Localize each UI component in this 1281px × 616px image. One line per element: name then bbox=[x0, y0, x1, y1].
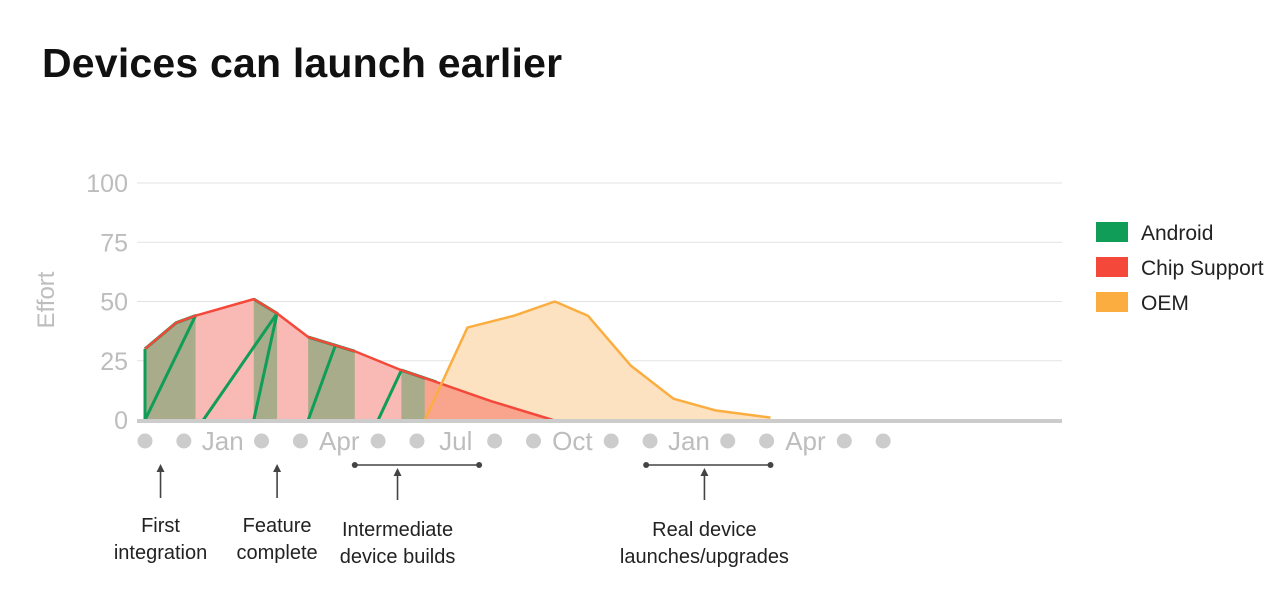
annotation-label: Intermediate bbox=[342, 519, 453, 541]
x-tick-label: Oct bbox=[552, 426, 593, 456]
chip-oem-overlap-area bbox=[424, 378, 553, 420]
x-tick-dot bbox=[642, 433, 658, 449]
legend-swatch bbox=[1096, 292, 1128, 312]
annotation-label: complete bbox=[237, 542, 318, 564]
x-tick-label: Apr bbox=[785, 426, 826, 456]
y-axis-label: Effort bbox=[33, 271, 60, 328]
annotation-arrow-head bbox=[393, 468, 402, 476]
oem-area bbox=[424, 301, 771, 420]
android-hatch-line bbox=[201, 311, 279, 422]
legend-swatch bbox=[1096, 257, 1128, 277]
x-tick-dot bbox=[603, 433, 619, 449]
legend-swatch bbox=[1096, 222, 1128, 242]
annotation-span-end bbox=[476, 462, 483, 468]
y-tick-label: 75 bbox=[100, 229, 128, 257]
android-hatch-line bbox=[306, 343, 337, 422]
x-tick-label: Jan bbox=[202, 426, 244, 456]
android-segment bbox=[308, 337, 355, 420]
x-tick-dot bbox=[720, 433, 736, 449]
chart-title: Devices can launch earlier bbox=[42, 40, 563, 86]
legend-label: Chip Support bbox=[1141, 257, 1264, 280]
annotation-span-end bbox=[643, 462, 650, 468]
annotation-arrow-head bbox=[700, 468, 709, 476]
android-hatch-line bbox=[252, 311, 279, 422]
x-tick-label: Apr bbox=[319, 426, 360, 456]
x-tick-dot bbox=[292, 433, 308, 449]
y-tick-label: 0 bbox=[114, 407, 128, 435]
x-tick-dot bbox=[526, 433, 541, 449]
annotation-arrow-head bbox=[156, 464, 165, 472]
x-tick-dot bbox=[759, 433, 775, 449]
oem-line bbox=[423, 300, 771, 421]
android-hatch-line bbox=[143, 314, 198, 422]
annotation-arrow-head bbox=[273, 464, 282, 472]
y-tick-label: 50 bbox=[100, 289, 128, 317]
x-tick-label: Jul bbox=[439, 426, 472, 456]
legend-label: OEM bbox=[1141, 292, 1189, 315]
legend: Android Chip Support OEM bbox=[1096, 222, 1264, 315]
annotations: First integration Feature complete Intermedi… bbox=[114, 462, 789, 568]
annotation-label: integration bbox=[114, 542, 207, 564]
annotation-label: First bbox=[141, 515, 180, 537]
annotation-label: launches/upgrades bbox=[620, 546, 789, 568]
x-tick-dot bbox=[176, 433, 192, 449]
legend-label: Android bbox=[1141, 222, 1213, 245]
y-tick-label: 100 bbox=[86, 170, 128, 198]
x-tick-dot bbox=[254, 433, 270, 449]
x-axis-ticks: Jan Apr Jul Oct Jan Apr bbox=[137, 426, 891, 456]
x-tick-dot bbox=[487, 433, 503, 449]
x-tick-label: Jan bbox=[668, 426, 710, 456]
annotation-label: Real device bbox=[652, 519, 757, 541]
x-tick-dot bbox=[875, 433, 891, 449]
annotation-label: Feature bbox=[243, 515, 312, 537]
y-tick-label: 25 bbox=[100, 348, 128, 376]
x-tick-dot bbox=[409, 433, 425, 449]
android-hatch-line bbox=[376, 368, 403, 422]
x-tick-dot bbox=[137, 433, 153, 449]
x-tick-dot bbox=[370, 433, 386, 449]
annotation-span-end bbox=[351, 462, 358, 468]
x-tick-dot bbox=[836, 433, 852, 449]
chip-support-line bbox=[144, 297, 554, 422]
annotation-label: device builds bbox=[340, 546, 456, 568]
annotation-span-end bbox=[767, 462, 774, 468]
